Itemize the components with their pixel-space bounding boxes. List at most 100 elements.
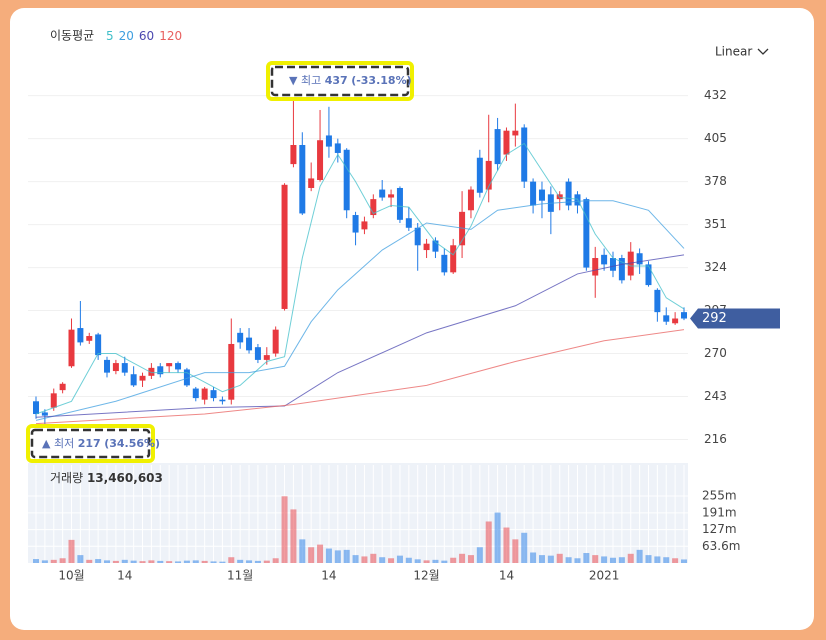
candle-body (281, 184, 288, 309)
candle-body (130, 374, 137, 386)
volume-bar (41, 560, 48, 563)
candle-body (636, 253, 643, 265)
volume-bar (681, 559, 687, 563)
candle-body (175, 363, 182, 370)
candle-body (512, 130, 519, 136)
volume-bar (254, 560, 261, 563)
volume-bar (388, 558, 395, 563)
volume-bar (210, 561, 217, 563)
volume-tick-label: 191m (702, 505, 737, 519)
volume-bar (166, 561, 173, 563)
volume-bar (175, 561, 182, 563)
candle-body (246, 337, 253, 351)
candle-body (86, 336, 93, 341)
x-tick-label: 10월 (58, 569, 84, 583)
volume-bar (627, 553, 634, 563)
volume-bar (459, 553, 466, 563)
candle-body (104, 359, 111, 373)
volume-tick-label: 63.6m (702, 539, 740, 553)
volume-bar (547, 555, 554, 563)
volume-bar (68, 539, 75, 563)
volume-bar (441, 560, 448, 563)
candle-body (343, 149, 350, 211)
candle-body (494, 129, 501, 165)
candle-body (121, 363, 128, 373)
volume-bar (521, 532, 528, 563)
volume-bar (618, 557, 625, 563)
volume-bar (86, 559, 93, 563)
volume-tick-label: 127m (702, 522, 737, 536)
volume-bar (290, 509, 297, 563)
candle-body (272, 329, 279, 354)
candle-body (441, 254, 448, 273)
legend-entry: 60 (139, 29, 154, 43)
candle-body (33, 401, 39, 415)
volume-bar (237, 559, 244, 563)
volume-bar (192, 560, 199, 563)
volume-bar (33, 559, 39, 563)
candle-body (308, 178, 315, 188)
candle-body (254, 347, 261, 360)
candle-body (627, 251, 634, 276)
candle-body (467, 189, 474, 211)
candle-body (672, 318, 679, 324)
legend-entry: 120 (159, 29, 182, 43)
volume-bar (308, 547, 315, 563)
volume-bar (405, 557, 412, 563)
volume-bar (139, 561, 146, 563)
legend-entry: 5 (106, 29, 114, 43)
value: 13,460,603 (87, 471, 163, 485)
candle-body (388, 194, 395, 198)
y-tick-label: 243 (704, 389, 727, 403)
low-annotation: ▲ 최저 217 (34.56%) (26, 424, 160, 463)
high-annotation: ▼ 최고 437 (-33.18%) (266, 61, 414, 101)
volume-tick-label: 255m (702, 489, 737, 503)
volume-bar (148, 560, 155, 563)
candle-body (609, 258, 616, 271)
y-tick-label: 351 (704, 217, 727, 231)
volume-bar (334, 550, 341, 563)
volume-bar (379, 557, 386, 563)
candle-body (325, 135, 332, 147)
x-tick-label: 12월 (413, 569, 439, 583)
candle-body (583, 199, 590, 268)
x-tick-label: 11월 (227, 569, 253, 583)
candle-body (219, 399, 226, 402)
dropdown-icon[interactable] (757, 48, 769, 55)
svg-text:▲ 최저 217 (34.56%): ▲ 최저 217 (34.56%) (42, 437, 160, 450)
candle-body (148, 367, 155, 376)
candle-body (112, 363, 119, 372)
candle-body (95, 334, 102, 356)
y-tick-label: 432 (704, 88, 727, 102)
volume-bar (423, 560, 430, 563)
candle-body (50, 393, 57, 408)
candle-body (334, 143, 341, 153)
scale-toggle[interactable]: Linear (715, 45, 752, 59)
candle-body (432, 240, 439, 252)
volume-bar (574, 558, 581, 563)
y-tick-label: 270 (704, 346, 727, 360)
last-price-badge (690, 308, 780, 329)
volume-bar (654, 556, 661, 563)
legend-entry: 20 (119, 29, 134, 43)
candle-body (299, 145, 306, 214)
volume-bar (112, 560, 119, 563)
volume-bar (538, 555, 545, 563)
moving-average-line (35, 142, 685, 415)
candle-body (592, 258, 599, 276)
x-tick-label: 2021 (589, 569, 620, 583)
candle-body (237, 332, 244, 343)
volume-bar (672, 558, 679, 563)
volume-bar (352, 555, 359, 563)
candle-body (210, 390, 217, 399)
legend-title: 이동평균 (50, 29, 94, 43)
candle-body (503, 130, 510, 155)
volume-bar (565, 557, 572, 563)
volume-bar (556, 553, 563, 563)
volume-bar (343, 549, 350, 563)
volume-bar (95, 559, 102, 563)
volume-bar (272, 558, 279, 563)
candle-body (485, 160, 492, 190)
moving-average-line (35, 200, 685, 421)
candle-body (263, 355, 270, 360)
